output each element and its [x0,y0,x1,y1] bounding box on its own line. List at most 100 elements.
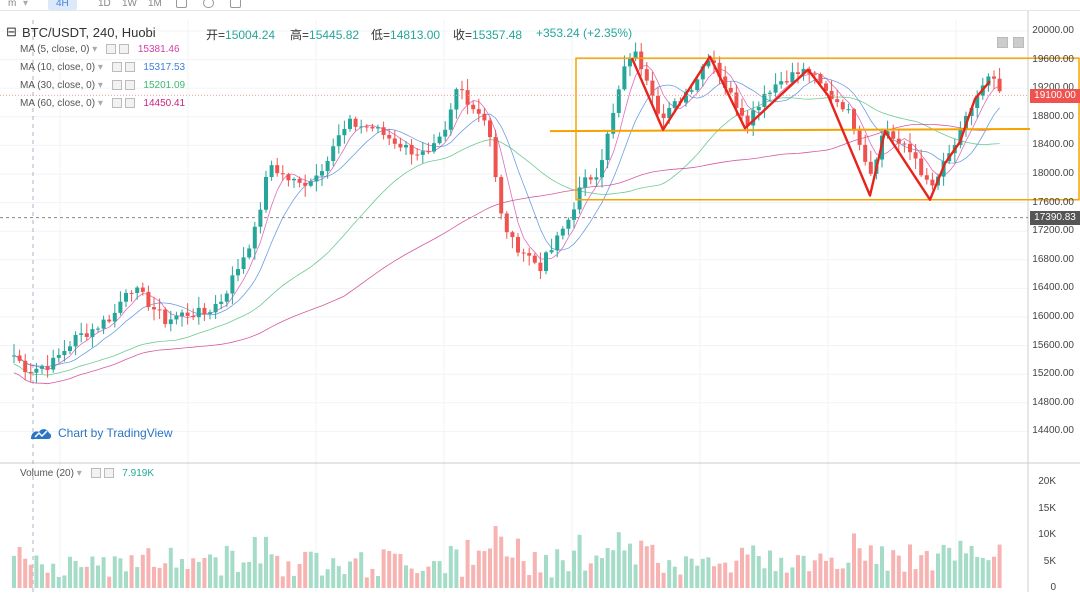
volume-bar [73,560,78,588]
candle-body [202,307,207,315]
ohlc-high: 高=15445.82 [290,28,360,42]
volume-bar [510,557,515,588]
candle-body [476,109,481,114]
chevron-down-icon[interactable]: ▾ [97,62,103,73]
candle-body [594,177,599,180]
candle-body [17,355,22,361]
volume-bar [482,551,487,588]
close-icon[interactable] [119,44,130,54]
settings-icon[interactable] [111,80,122,90]
volume-bar [23,558,28,588]
chevron-down-icon[interactable]: ▾ [92,44,98,55]
indicator-ma60[interactable]: MA (60, close, 0) ▾ 14450.41 [20,97,185,111]
volume-bar [544,554,548,588]
scroll-up-icon[interactable] [1013,37,1024,48]
settings-icon[interactable] [203,0,214,8]
candle-body [40,366,44,369]
candle-body [919,158,924,176]
candle-body [997,78,1002,92]
candle-body [521,252,526,254]
indicator-icon[interactable] [176,0,187,8]
candle-body [79,333,84,335]
volume-bar [656,562,660,588]
volume-bar [359,552,364,588]
candle-body [616,89,621,113]
candle-body [706,60,711,67]
close-icon[interactable] [124,62,135,72]
chevron-down-icon[interactable]: ▾ [76,468,82,479]
annotations[interactable] [0,55,1080,219]
candle-body [140,287,145,292]
tb-1d[interactable]: 1D [98,0,111,9]
candle-body [112,312,117,322]
volume-bar [297,563,302,588]
volume-bar [454,549,459,588]
candle-body [84,333,89,337]
volume-bar [756,555,761,588]
settings-icon[interactable] [106,44,117,54]
collapse-icon[interactable]: ⊟ [6,24,17,39]
candle-body [432,143,436,152]
indicator-volume[interactable]: Volume (20) ▾ 7.919K [20,467,154,481]
candle-body [241,257,246,270]
tb-1m[interactable]: 1M [148,0,162,9]
candle-body [252,226,257,249]
candle-body [913,152,918,159]
volume-bar [493,526,498,588]
volume-bar [163,563,168,588]
candle-body [908,143,912,153]
price-axis-label: 19200.00 [1032,82,1074,94]
volume-bar [600,558,604,588]
candle-body [426,151,431,153]
candle-body [818,73,823,84]
volume-bar [56,576,61,588]
candle-body [174,315,179,320]
volume-bar [930,570,935,588]
price-axis-label: 15600.00 [1032,339,1074,351]
scroll-down-icon[interactable] [997,37,1008,48]
candle-body [891,131,896,139]
volume-bar [588,563,593,588]
indicator-ma5[interactable]: MA (5, close, 0) ▾ 15381.46 [20,43,180,57]
candle-body [712,60,716,63]
screenshot-icon[interactable] [230,0,241,8]
chevron-down-icon[interactable]: ▾ [23,0,29,9]
candle-body [314,175,319,182]
chevron-down-icon[interactable]: ▾ [97,80,103,91]
settings-icon[interactable] [90,468,101,478]
close-icon[interactable] [103,468,114,478]
volume-bar [824,560,828,588]
price-axis-label: 20000.00 [1032,25,1074,36]
candle-body [275,165,280,174]
close-icon[interactable] [124,98,135,108]
volume-bar [661,572,666,588]
volume-bar [336,566,341,588]
volume-bar [672,566,677,588]
settings-icon[interactable] [111,98,122,108]
candle-body [96,328,100,330]
candle-body [583,177,588,188]
candle-body [728,87,733,93]
volume-bar [191,558,196,588]
grid [0,20,1028,592]
candle-body [824,83,828,91]
price-chart[interactable] [0,11,1080,592]
indicator-ma30[interactable]: MA (30, close, 0) ▾ 15201.09 [20,79,185,93]
candle-body [23,360,28,372]
close-icon[interactable] [124,80,135,90]
tb-minute[interactable]: m [8,0,17,9]
settings-icon[interactable] [111,62,122,72]
volume-bar [566,571,571,588]
tb-1w[interactable]: 1W [122,0,137,9]
tradingview-watermark[interactable]: Chart by TradingView [30,426,173,440]
candle-body [840,102,845,110]
indicator-ma10[interactable]: MA (10, close, 0) ▾ 15317.53 [20,61,185,75]
volume-bar [622,550,627,588]
volume-bar [902,571,907,588]
tb-4h[interactable]: 4H [48,0,77,10]
candle-body [488,120,492,138]
candle-body [924,175,929,180]
chevron-down-icon[interactable]: ▾ [97,98,103,109]
volume-bar [348,561,352,588]
price-axis-label: 17200.00 [1032,225,1074,237]
